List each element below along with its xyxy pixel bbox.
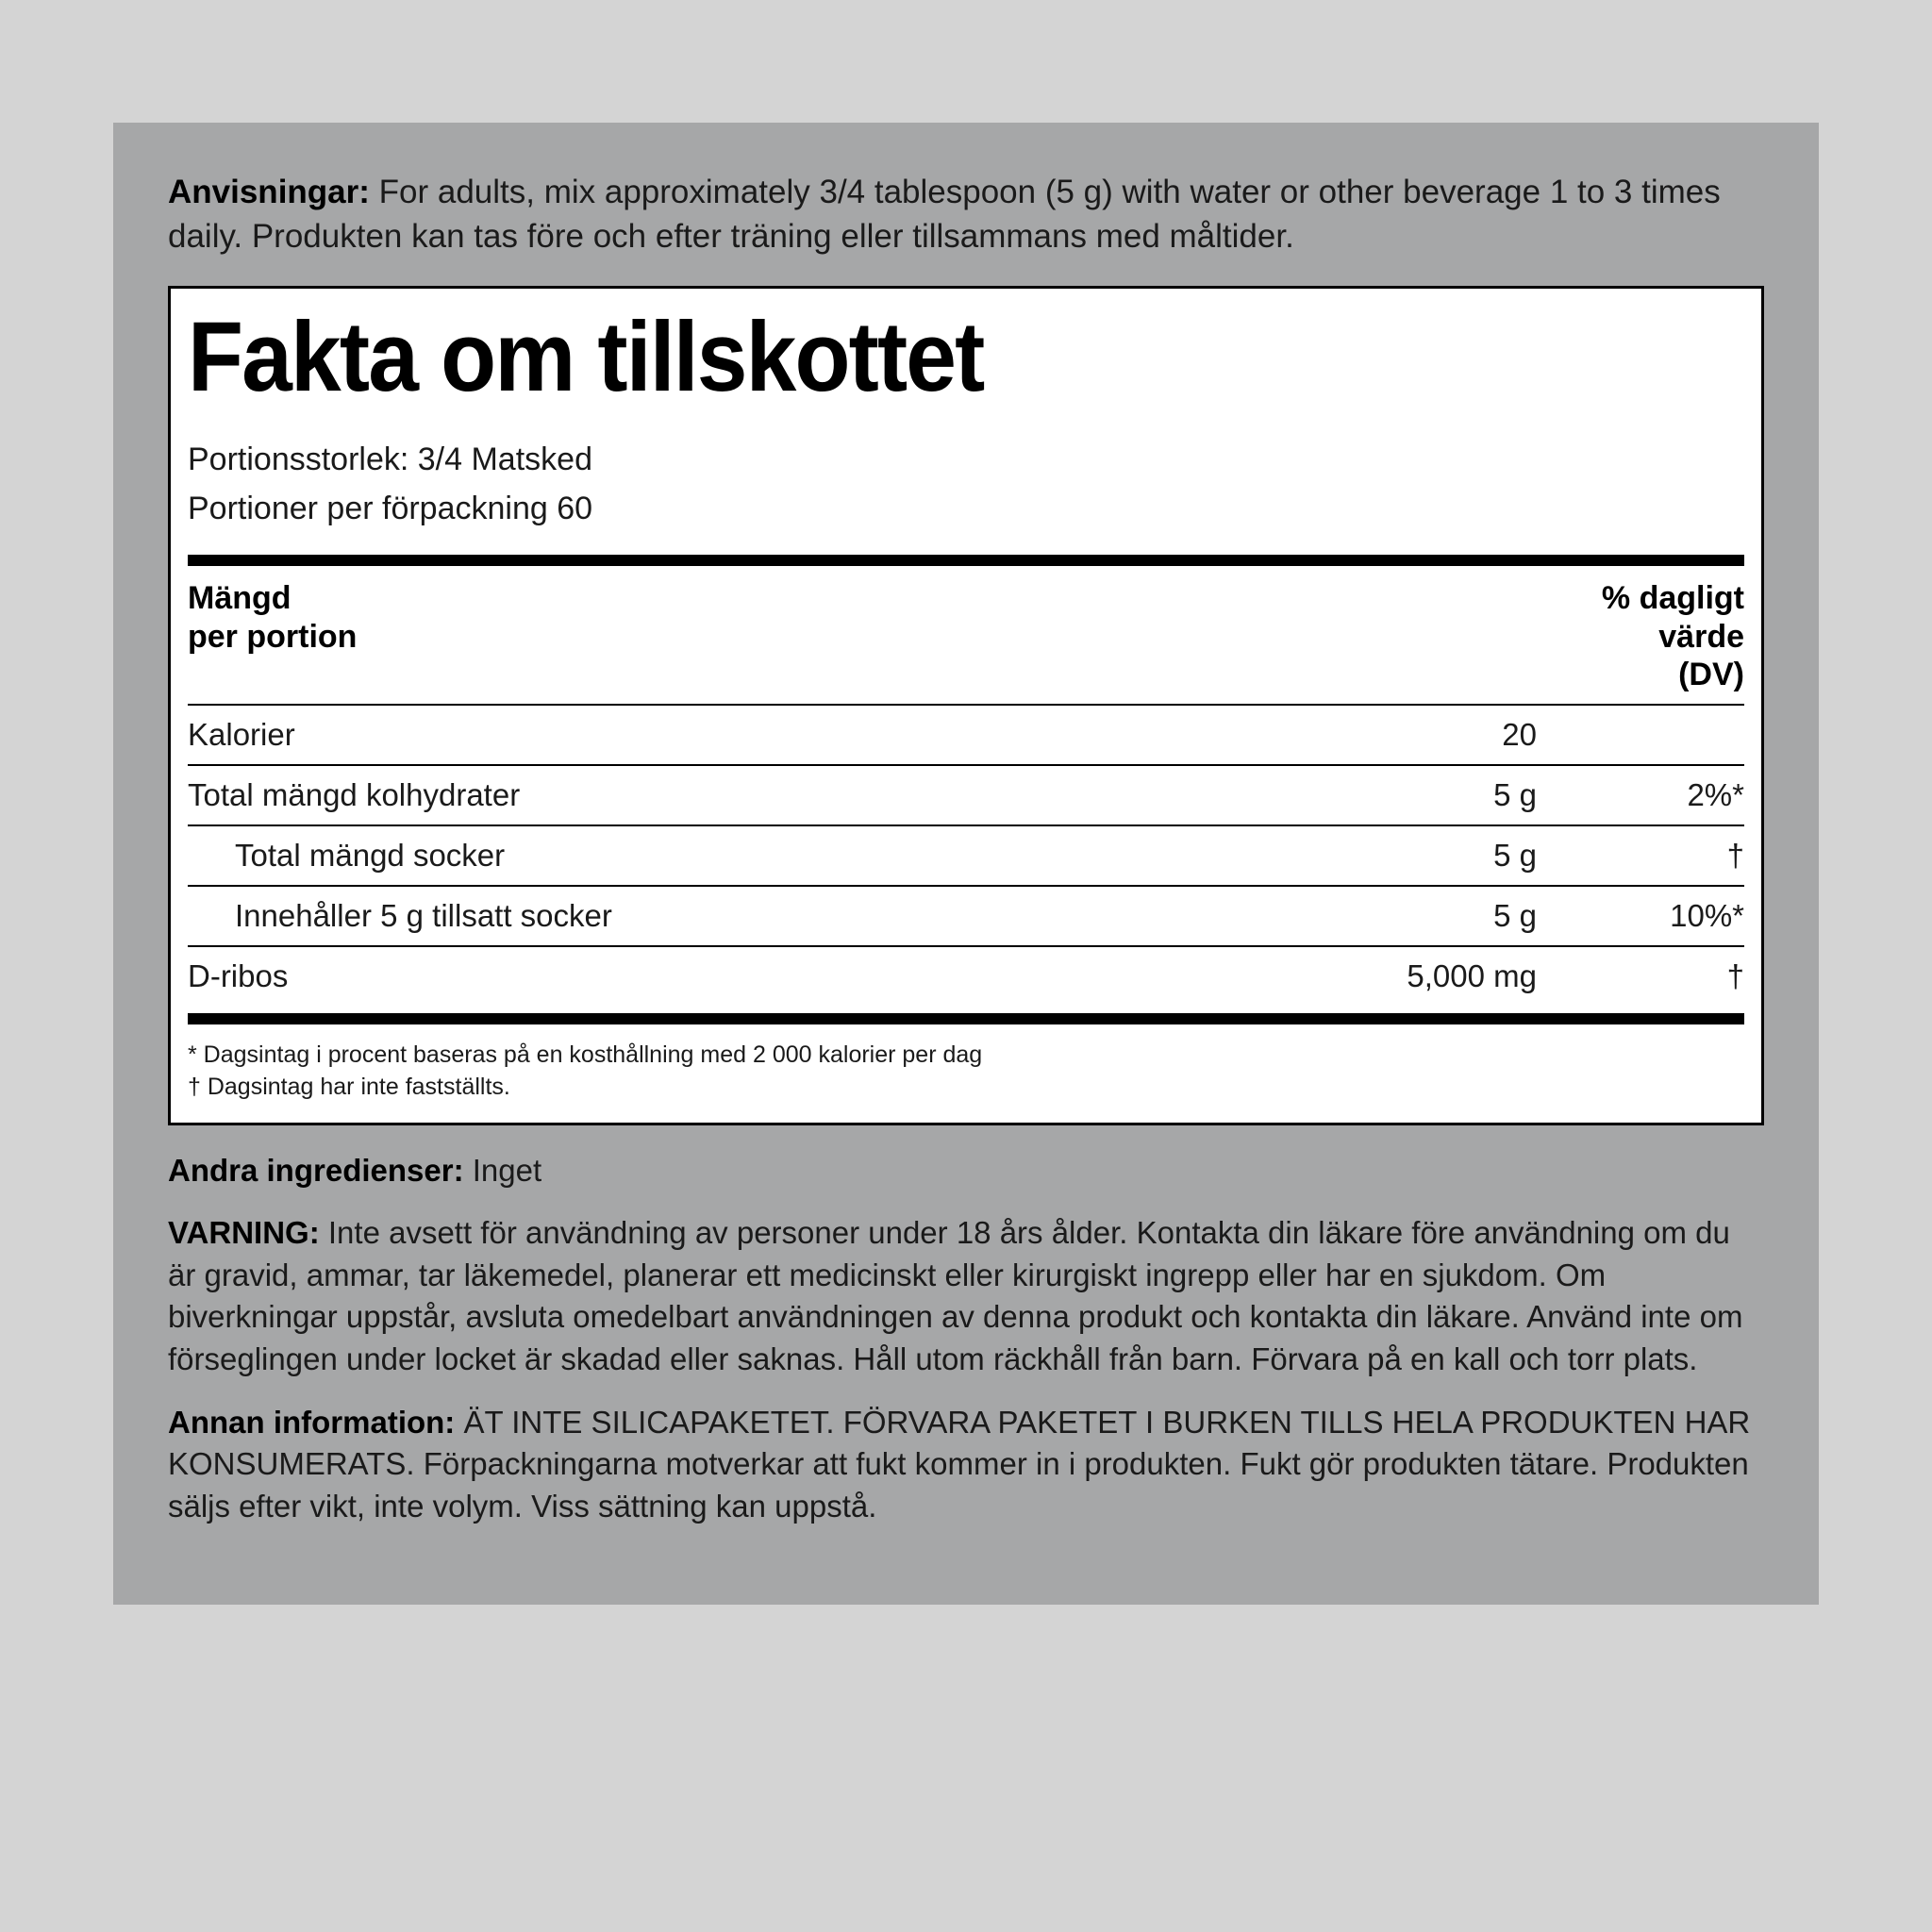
nutrient-amount: 5 g	[1291, 898, 1537, 934]
warning-label: VARNING:	[168, 1215, 320, 1250]
directions-text: For adults, mix approximately 3/4 tables…	[168, 174, 1721, 255]
header-daily-value: % dagligt värde (DV)	[1602, 579, 1744, 694]
header-amount-per-serving: Mängd per portion	[188, 579, 357, 657]
header-left-1: Mängd	[188, 580, 291, 616]
serving-size: Portionsstorlek: 3/4 Matsked	[188, 435, 1744, 485]
directions-label: Anvisningar:	[168, 174, 370, 210]
footnote-dagger: † Dagsintag har inte fastställts.	[188, 1072, 1744, 1104]
nutrient-amount: 5 g	[1291, 838, 1537, 874]
nutrient-name: D-ribos	[188, 958, 1291, 994]
nutrient-name: Total mängd socker	[188, 838, 1291, 874]
header-right-1: % dagligt	[1602, 580, 1744, 616]
header-left-2: per portion	[188, 619, 357, 655]
nutrient-name: Kalorier	[188, 717, 1291, 753]
table-row: Total mängd socker5 g†	[188, 824, 1744, 885]
footnote-asterisk: * Dagsintag i procent baseras på en kost…	[188, 1040, 1744, 1072]
facts-title: Fakta om tillskottet	[188, 300, 1620, 407]
warning-text: Inte avsett för användning av personer u…	[168, 1215, 1742, 1376]
supplement-label-panel: Anvisningar: For adults, mix approximate…	[113, 123, 1819, 1605]
nutrient-name: Total mängd kolhydrater	[188, 777, 1291, 813]
nutrient-amount: 5,000 mg	[1291, 958, 1537, 994]
servings-per-container: Portioner per förpackning 60	[188, 484, 1744, 534]
header-right-2: värde	[1658, 619, 1744, 655]
other-ingredients-text: Inget	[464, 1153, 542, 1188]
serving-info: Portionsstorlek: 3/4 Matsked Portioner p…	[188, 435, 1744, 534]
other-info-label: Annan information:	[168, 1405, 455, 1440]
header-right-3: (DV)	[1678, 657, 1744, 692]
table-row: Total mängd kolhydrater5 g2%*	[188, 764, 1744, 824]
table-row: D-ribos5,000 mg†	[188, 945, 1744, 1006]
nutrient-dv: 2%*	[1537, 777, 1744, 813]
other-info-paragraph: Annan information: ÄT INTE SILICAPAKETET…	[168, 1402, 1764, 1528]
footnotes: * Dagsintag i procent baseras på en kost…	[188, 1034, 1744, 1108]
serving-size-value: 3/4 Matsked	[418, 441, 592, 477]
below-box-text: Andra ingredienser: Inget VARNING: Inte …	[168, 1150, 1764, 1527]
directions-paragraph: Anvisningar: For adults, mix approximate…	[168, 170, 1764, 259]
nutrient-amount: 20	[1291, 717, 1537, 753]
table-row: Kalorier20	[188, 704, 1744, 764]
nutrient-dv: 10%*	[1537, 898, 1744, 934]
supplement-facts-box: Fakta om tillskottet Portionsstorlek: 3/…	[168, 286, 1764, 1125]
nutrient-amount: 5 g	[1291, 777, 1537, 813]
nutrient-name: Innehåller 5 g tillsatt socker	[188, 898, 1291, 934]
other-ingredients: Andra ingredienser: Inget	[168, 1150, 1764, 1192]
nutrient-dv: †	[1537, 838, 1744, 874]
servings-per-label: Portioner per förpackning	[188, 491, 557, 526]
rule-thick-bottom	[188, 1013, 1744, 1024]
nutrition-rows: Kalorier20Total mängd kolhydrater5 g2%*T…	[188, 704, 1744, 1006]
other-ingredients-label: Andra ingredienser:	[168, 1153, 464, 1188]
table-row: Innehåller 5 g tillsatt socker5 g10%*	[188, 885, 1744, 945]
servings-per-value: 60	[557, 491, 592, 526]
serving-size-label: Portionsstorlek:	[188, 441, 418, 477]
facts-header-row: Mängd per portion % dagligt värde (DV)	[188, 575, 1744, 704]
rule-thick-top	[188, 555, 1744, 566]
nutrient-dv: †	[1537, 958, 1744, 994]
warning-paragraph: VARNING: Inte avsett för användning av p…	[168, 1212, 1764, 1380]
